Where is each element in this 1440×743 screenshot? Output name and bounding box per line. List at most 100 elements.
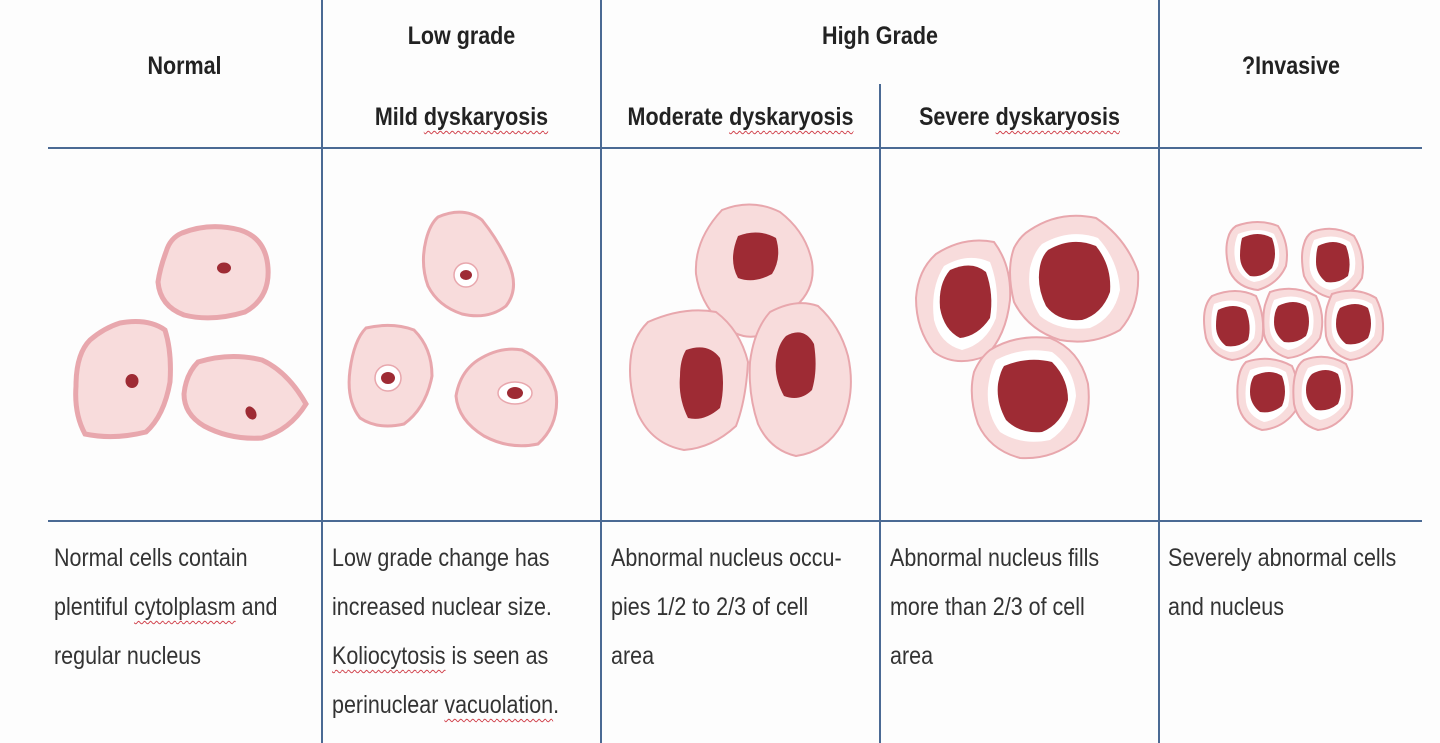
header-severe-term: dyskaryosis: [995, 103, 1120, 131]
description-divider-line: [48, 520, 1422, 522]
description-text: Severely abnormal cells: [1168, 544, 1397, 572]
nucleus: [679, 347, 723, 419]
nucleus: [1316, 242, 1350, 283]
description-line: regular nucleus: [54, 632, 278, 681]
column-divider-3: [879, 84, 881, 743]
normal-cell: [73, 319, 173, 440]
column-divider-1: [321, 0, 323, 743]
header-mild-term: dyskaryosis: [423, 103, 549, 131]
header-divider-line: [48, 147, 1422, 149]
invasive-cell: [1236, 357, 1300, 432]
column-divider-2: [600, 0, 602, 743]
invasive-cell: [1292, 355, 1354, 432]
description-term: Koliocytosis: [332, 642, 446, 670]
severe-cells: [914, 214, 1140, 460]
description-text: increased nuclear size.: [332, 593, 552, 621]
description-invasive: Severely abnormal cells and nucleus: [1168, 534, 1396, 632]
description-line: Koliocytosis is seen as: [332, 632, 559, 681]
description-line: Normal cells contain: [54, 534, 278, 583]
description-line: Abnormal nucleus occu-: [611, 534, 842, 583]
description-line: more than 2/3 of cell: [890, 583, 1099, 632]
invasive-cell: [1262, 287, 1324, 360]
nucleus: [125, 374, 139, 388]
description-text: Normal cells contain: [54, 544, 248, 572]
description-text: and nucleus: [1168, 593, 1284, 621]
description-text: and: [235, 593, 278, 621]
moderate-cells: [629, 203, 852, 458]
description-text: perinuclear: [332, 691, 445, 719]
cytoplasm: [73, 319, 173, 440]
nucleus: [1306, 370, 1341, 411]
description-text: regular nucleus: [54, 642, 202, 670]
header-moderate-term: dyskaryosis: [729, 103, 854, 131]
invasive-cell: [1203, 290, 1265, 362]
invasive-cells: [1203, 221, 1385, 432]
normal-cell: [181, 353, 309, 441]
description-text: Abnormal nucleus fills: [890, 544, 1100, 572]
description-line: and nucleus: [1168, 583, 1396, 632]
description-line: area: [611, 632, 842, 681]
description-line: plentiful cytolplasm and: [54, 583, 278, 632]
header-invasive: ?Invasive: [1241, 52, 1340, 80]
nucleus: [733, 232, 779, 281]
description-mild: Low grade change has increased nuclear s…: [332, 534, 559, 730]
nucleus: [1038, 241, 1111, 321]
description-line: perinuclear vacuolation.: [332, 681, 559, 730]
description-term: cytolplasm: [134, 593, 236, 621]
header-high-grade: High Grade: [822, 22, 938, 50]
nucleus: [997, 359, 1068, 433]
header-mild-word: Mild: [374, 103, 424, 131]
description-line: pies 1/2 to 2/3 of cell: [611, 583, 842, 632]
nucleus: [1250, 372, 1285, 413]
mild-cell: [421, 210, 515, 318]
column-divider-4: [1158, 0, 1160, 743]
description-text: Abnormal nucleus occu-: [611, 544, 842, 572]
nucleus: [245, 406, 257, 420]
invasive-cell: [1225, 221, 1288, 292]
mild-cells: [347, 210, 559, 448]
header-severe-dyskaryosis: Severe dyskaryosis: [900, 103, 1138, 132]
description-term: vacuolation: [444, 691, 554, 719]
invasive-cell: [1301, 227, 1364, 300]
description-line: Low grade change has: [332, 534, 559, 583]
description-line: Abnormal nucleus fills: [890, 534, 1099, 583]
description-text: Low grade change has: [332, 544, 550, 572]
nucleus: [460, 270, 472, 280]
description-severe: Abnormal nucleus fills more than 2/3 of …: [890, 534, 1099, 681]
moderate-cell: [748, 302, 852, 458]
header-mild-dyskaryosis: Mild dyskaryosis: [342, 103, 580, 132]
normal-cell: [155, 224, 271, 321]
description-text: plentiful: [54, 593, 135, 621]
description-line: area: [890, 632, 1099, 681]
description-text: pies 1/2 to 2/3 of cell: [611, 593, 809, 621]
description-text: .: [553, 691, 560, 719]
description-line: increased nuclear size.: [332, 583, 559, 632]
nucleus: [1240, 234, 1275, 277]
cytoplasm: [181, 353, 309, 441]
nucleus: [1336, 304, 1371, 345]
header-moderate-word: Moderate: [627, 103, 730, 131]
header-normal: Normal: [147, 52, 222, 80]
nucleus: [381, 372, 395, 384]
moderate-cell: [694, 203, 814, 338]
invasive-cell: [1324, 289, 1385, 362]
cytoplasm: [155, 224, 271, 321]
header-low-grade: Low grade: [407, 22, 516, 50]
header-moderate-dyskaryosis: Moderate dyskaryosis: [621, 103, 859, 132]
description-line: Severely abnormal cells: [1168, 534, 1396, 583]
nucleus: [1274, 302, 1309, 343]
header-severe-word: Severe: [919, 103, 996, 131]
normal-cells: [73, 224, 309, 441]
nucleus: [1216, 306, 1250, 347]
moderate-cell: [629, 309, 750, 452]
nucleus: [507, 387, 523, 399]
nucleus: [217, 262, 231, 274]
severe-cell: [970, 336, 1090, 460]
description-text: more than 2/3 of cell: [890, 593, 1085, 621]
description-text: is seen as: [445, 642, 549, 670]
nucleus: [775, 332, 816, 398]
severe-cell: [1009, 214, 1140, 343]
description-normal: Normal cells contain plentiful cytolplas…: [54, 534, 278, 681]
cell-illustrations: [73, 203, 1385, 460]
description-moderate: Abnormal nucleus occu- pies 1/2 to 2/3 o…: [611, 534, 842, 681]
